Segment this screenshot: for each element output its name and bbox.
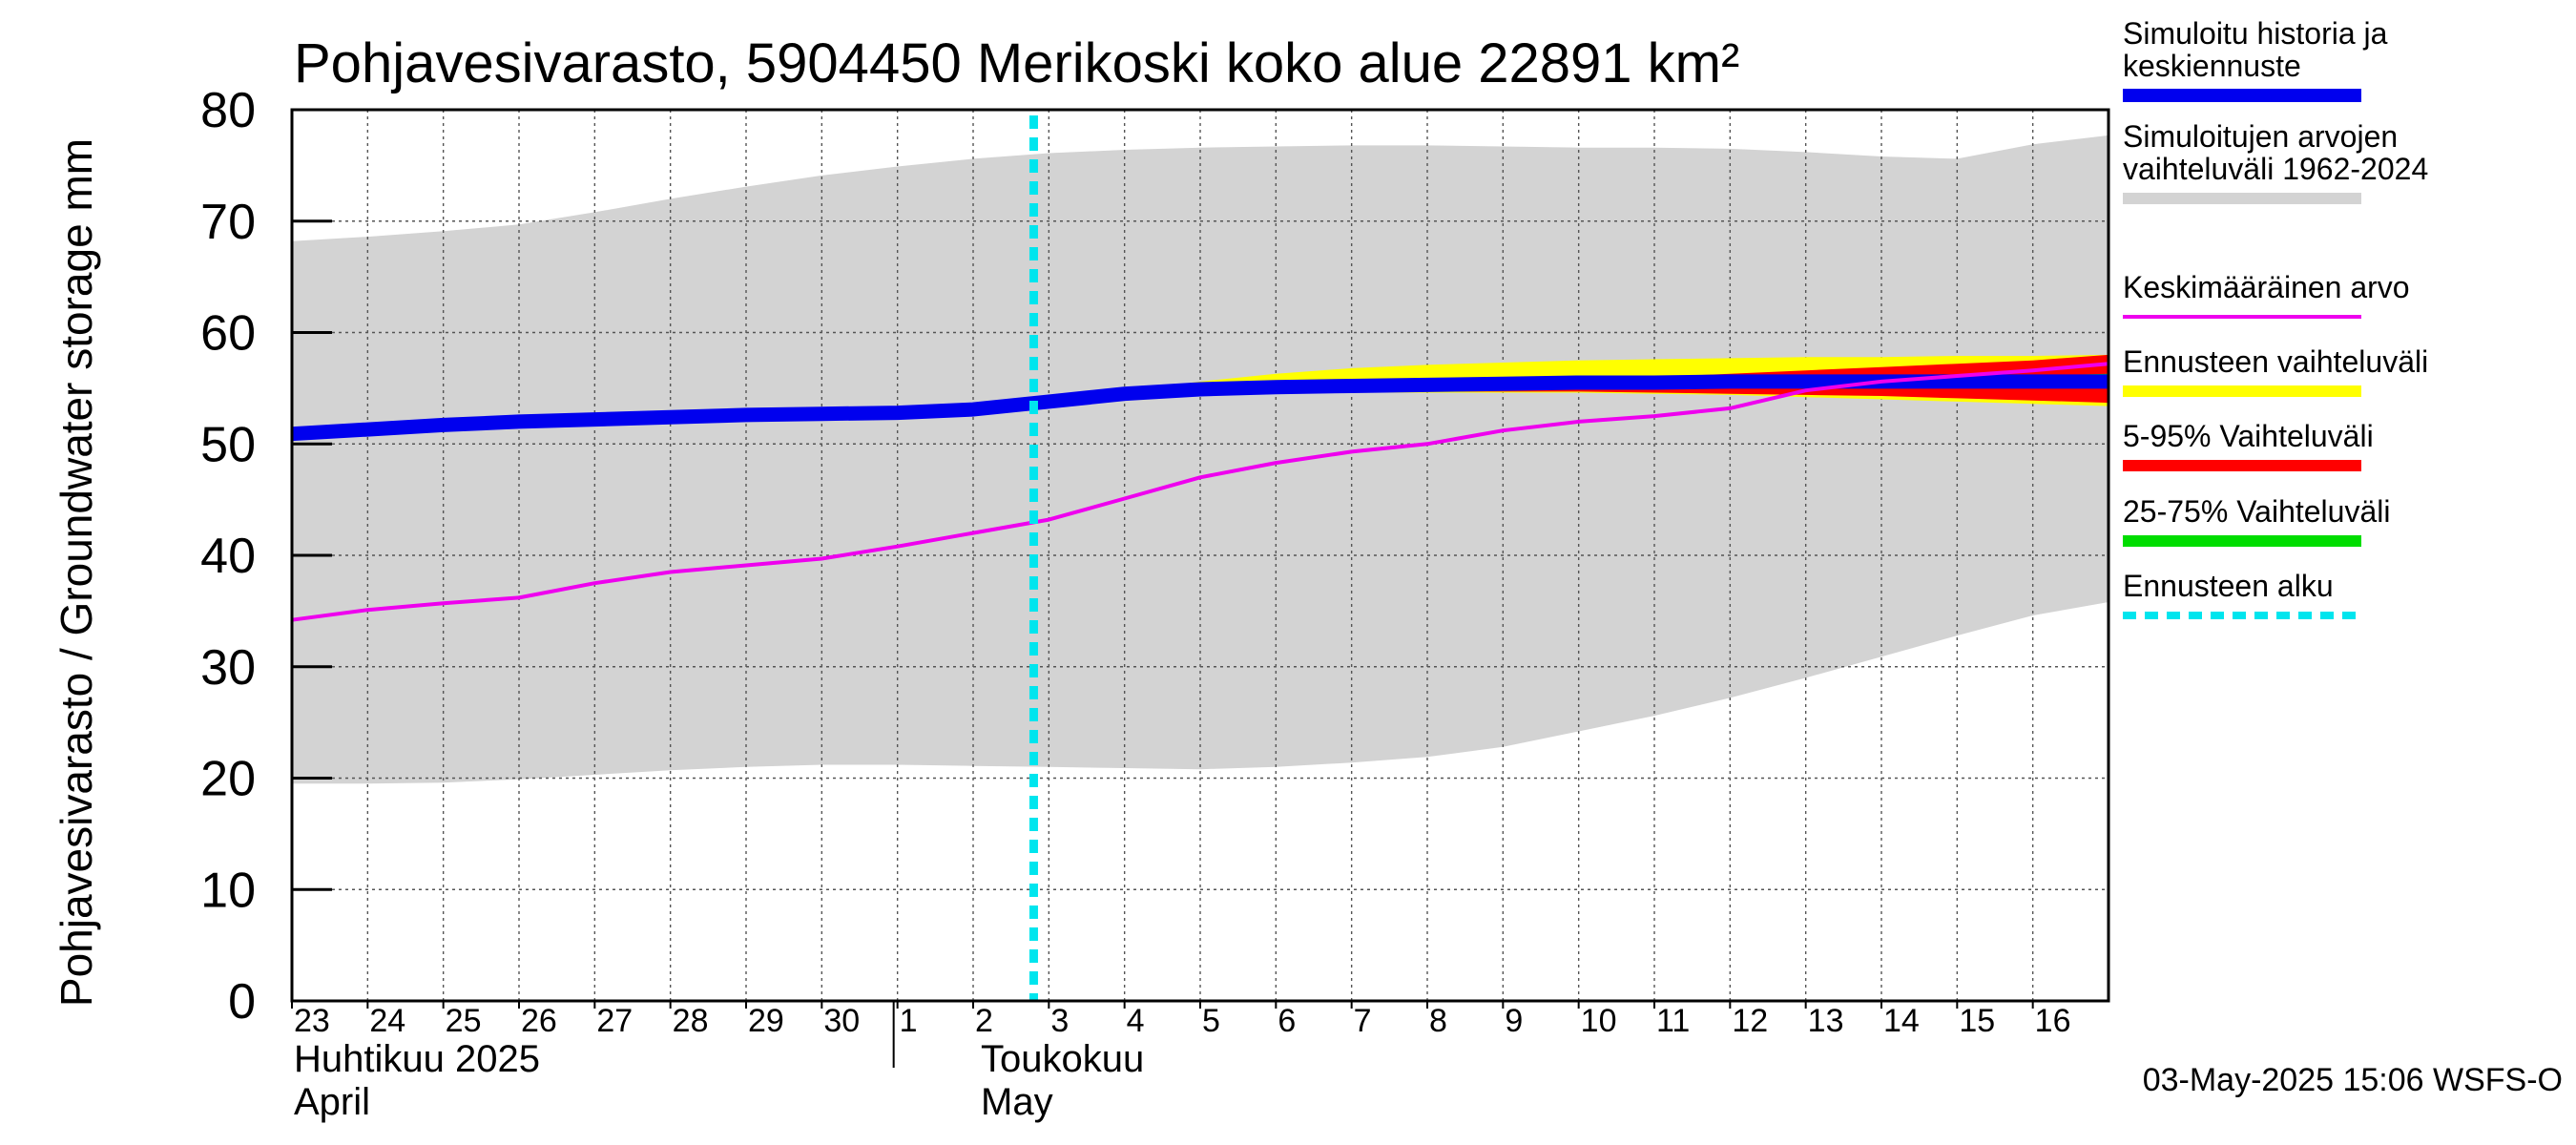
x-tick-label: 5 [1202,1003,1220,1039]
x-tick-label: 27 [596,1003,633,1039]
x-tick-label: 14 [1883,1003,1920,1039]
x-tick-label: 29 [748,1003,784,1039]
legend-label: vaihteluväli 1962-2024 [2123,152,2428,186]
y-axis-label: Pohjavesivarasto / Groundwater storage m… [52,138,101,1007]
legend-label: Keskimääräinen arvo [2123,270,2410,304]
y-tick-label: 0 [228,974,256,1030]
x-tick-label: 26 [521,1003,557,1039]
x-tick-label: 1 [900,1003,918,1039]
simulated-mean-line [291,374,2109,442]
x-tick-label: 10 [1581,1003,1617,1039]
month-label-english: May [981,1081,1053,1123]
y-tick-label: 20 [200,752,256,807]
x-tick-label: 2 [975,1003,993,1039]
x-tick-label: 3 [1050,1003,1069,1039]
x-tick-label: 9 [1505,1003,1523,1039]
y-tick-label: 40 [200,529,256,584]
y-tick-label: 10 [200,863,256,918]
x-tick-label: 11 [1656,1003,1690,1039]
x-tick-label: 6 [1278,1003,1296,1039]
legend-label: keskiennuste [2123,49,2301,83]
legend-item: Ennusteen alku [2123,569,2361,619]
y-tick-label: 80 [200,83,256,138]
x-tick-label: 25 [446,1003,482,1039]
legend-label: 25-75% Vaihteluväli [2123,494,2390,529]
legend-item: 5-95% Vaihteluväli [2123,419,2374,471]
month-label: Toukokuu [981,1038,1144,1080]
y-tick-label: 30 [200,640,256,696]
timestamp-footer: 03-May-2025 15:06 WSFS-O [2143,1062,2563,1098]
y-tick-label: 60 [200,306,256,362]
x-tick-label: 28 [673,1003,709,1039]
x-tick-label: 15 [1959,1003,1995,1039]
legend-label: Ennusteen alku [2123,569,2334,603]
x-tick-label: 8 [1429,1003,1447,1039]
x-tick-label: 23 [294,1003,330,1039]
legend-item: Ennusteen vaihteluväli [2123,344,2428,397]
x-tick-label: 4 [1127,1003,1145,1039]
legend-label: Simuloitujen arvojen [2123,119,2398,154]
legend-label: Simuloitu historia ja [2123,16,2388,51]
legend-item: Keskimääräinen arvo [2123,270,2410,319]
month-label-english: April [294,1081,370,1123]
x-tick-label: 7 [1354,1003,1372,1039]
chart-title: Pohjavesivarasto, 5904450 Merikoski koko… [294,32,1739,94]
x-tick-label: 24 [369,1003,405,1039]
legend-label: Ennusteen vaihteluväli [2123,344,2428,379]
x-tick-label: 12 [1732,1003,1768,1039]
legend-item: 25-75% Vaihteluväli [2123,494,2390,547]
legend: Simuloitu historia jakeskiennusteSimuloi… [2123,16,2428,619]
month-label: Huhtikuu 2025 [294,1038,540,1080]
x-tick-label: 16 [2035,1003,2071,1039]
x-tick-label: 13 [1808,1003,1844,1039]
average-value-line [291,362,2109,622]
y-tick-label: 70 [200,195,256,250]
x-tick-label: 30 [823,1003,860,1039]
legend-label: 5-95% Vaihteluväli [2123,419,2374,453]
y-tick-label: 50 [200,417,256,472]
